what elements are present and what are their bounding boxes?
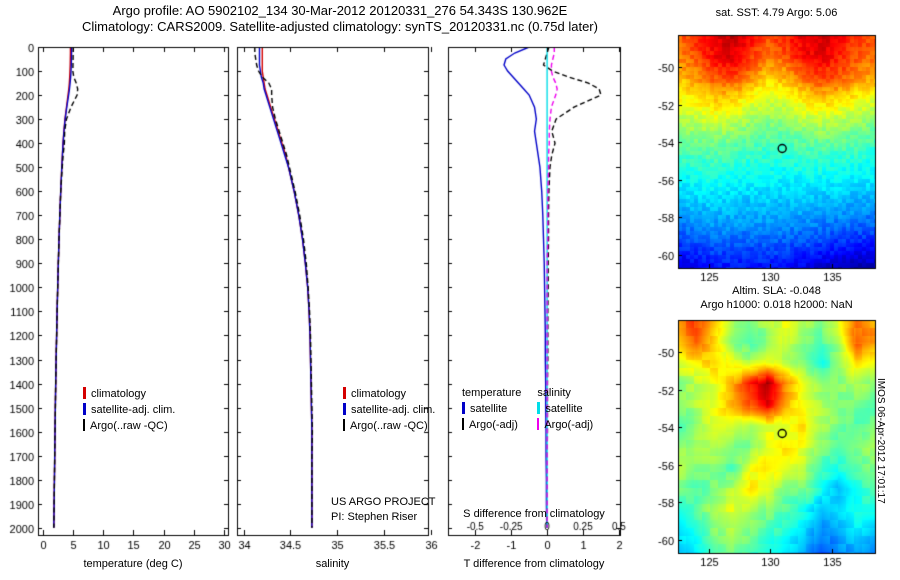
legend-item-satellite-adj: satellite-adj. clim. — [83, 402, 175, 418]
legend-item-argo: Argo(..raw -QC) — [83, 418, 175, 434]
legend-label: satellite-adj. clim. — [91, 404, 176, 416]
legend-label: climatology — [351, 388, 407, 400]
legend-label: climatology — [91, 388, 147, 400]
satellite-t-line-sample — [462, 402, 465, 414]
project-annotation: US ARGO PROJECT — [331, 496, 436, 508]
legend-label: satellite-adj. clim. — [351, 404, 436, 416]
argo-line-sample — [83, 419, 85, 431]
legend-item-satellite-adj: satellite-adj. clim. — [343, 402, 435, 418]
temperature-axis-label: temperature (deg C) — [83, 558, 183, 570]
legend-label: satellite — [470, 403, 508, 415]
legend-label: Argo(..raw -QC) — [350, 420, 428, 432]
legend-item-satellite-t: satellite — [462, 401, 521, 417]
difference-legend-temperature-column: temperature satellite Argo(-adj) — [462, 386, 521, 433]
legend-item-argo: Argo(..raw -QC) — [343, 418, 435, 434]
difference-legend: temperature satellite Argo(-adj) salinit… — [462, 386, 593, 433]
argo-line-sample — [343, 419, 345, 431]
legend-item-climatology: climatology — [343, 386, 435, 402]
pi-annotation: PI: Stephen Riser — [331, 511, 418, 523]
timestamp-watermark: IMOS 06-Apr-2012 17:01:17 — [875, 378, 886, 504]
legend-label: Argo(-adj) — [469, 419, 518, 431]
legend-item-climatology: climatology — [83, 386, 175, 402]
title-line-2: Climatology: CARS2009. Satellite-adjuste… — [82, 19, 598, 34]
salinity-legend: climatology satellite-adj. clim. Argo(..… — [343, 386, 435, 434]
climatology-line-sample — [83, 387, 86, 399]
sla-map-title-line-1: Altim. SLA: -0.048 — [732, 285, 821, 297]
legend-header-temperature: temperature — [462, 387, 522, 399]
legend-item-argo-t: Argo(-adj) — [462, 417, 521, 433]
satellite-s-line-sample — [537, 402, 541, 414]
s-difference-axis-label: S difference from climatology — [463, 508, 605, 520]
satellite-adj-line-sample — [343, 403, 346, 415]
sla-map-title-line-2: Argo h1000: 0.018 h2000: NaN — [700, 299, 853, 311]
legend-item-argo-s: Argo(-adj) — [537, 417, 593, 433]
salinity-axis-label: salinity — [315, 558, 350, 570]
legend-label: Argo(-adj) — [544, 419, 594, 431]
legend-label: satellite — [545, 403, 583, 415]
argo-t-line-sample — [462, 418, 464, 430]
legend-item-satellite-s: satellite — [537, 401, 593, 417]
temperature-legend: climatology satellite-adj. clim. Argo(..… — [83, 386, 175, 434]
t-difference-axis-label: T difference from climatology — [463, 558, 605, 570]
legend-header-salinity: salinity — [537, 387, 571, 399]
sst-map-title: sat. SST: 4.79 Argo: 5.06 — [715, 7, 838, 19]
legend-label: Argo(..raw -QC) — [90, 420, 168, 432]
argo-s-line-sample — [537, 418, 540, 430]
satellite-adj-line-sample — [83, 403, 86, 415]
climatology-line-sample — [343, 387, 346, 399]
title-line-1: Argo profile: AO 5902102_134 30-Mar-2012… — [112, 3, 568, 18]
difference-legend-salinity-column: salinity satellite Argo(-adj) — [537, 386, 593, 433]
figure-title: Argo profile: AO 5902102_134 30-Mar-2012… — [20, 3, 660, 35]
